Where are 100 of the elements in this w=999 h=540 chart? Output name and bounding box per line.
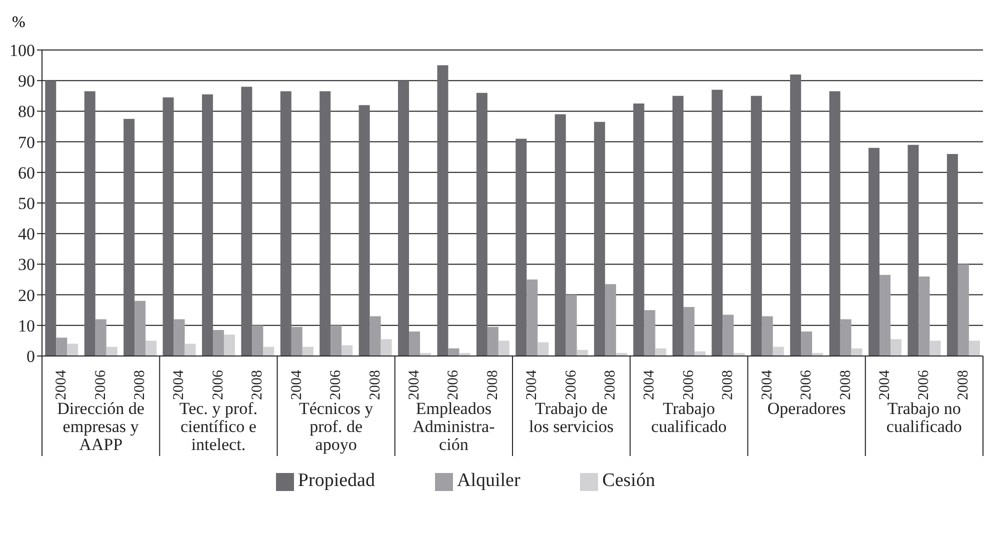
y-tick-label: 40: [18, 224, 35, 244]
text: Empleados Administra- ción: [412, 399, 496, 454]
y-tick-label: 70: [18, 132, 35, 152]
bar: [263, 346, 274, 356]
legend-label: Propiedad: [298, 470, 375, 491]
bar: [790, 74, 802, 356]
bar: [291, 326, 302, 356]
x-tick-label: 2006: [328, 370, 344, 400]
bar: [437, 65, 448, 356]
bar: [174, 319, 185, 356]
x-tick-label: 2006: [563, 370, 580, 400]
bar: [202, 94, 213, 356]
x-tick-label: 2008: [132, 370, 148, 400]
legend-label: Cesión: [602, 470, 656, 491]
bar: [538, 342, 549, 356]
bar: [280, 91, 292, 356]
bar: [56, 338, 68, 356]
bar: [672, 96, 684, 356]
x-tick-label: 2004: [524, 370, 540, 400]
bar: [398, 80, 410, 356]
x-tick-label: 2006: [680, 370, 697, 400]
bar: [358, 105, 370, 356]
text: Dirección de empresas y AAPP: [57, 399, 144, 454]
bar: [476, 92, 488, 356]
y-tick-label: 0: [26, 347, 35, 366]
x-tick-label: 2004: [54, 370, 70, 400]
y-tick-label: 20: [18, 286, 35, 305]
bar: [320, 91, 331, 356]
bar: [448, 348, 460, 356]
bar: [801, 332, 812, 356]
bar: [576, 350, 588, 356]
y-tick-label: 10: [18, 316, 35, 336]
x-tick-label: 2008: [838, 370, 854, 400]
text: Operadores: [767, 399, 846, 418]
text: Trabajo no cualificado: [886, 399, 962, 436]
x-tick-label: 2006: [210, 370, 226, 400]
bar: [45, 80, 56, 356]
bar: [722, 314, 734, 356]
y-axis-title: %: [12, 14, 26, 32]
bar: [554, 114, 566, 356]
bar: [750, 96, 762, 356]
bar: [566, 294, 577, 356]
y-tick-label: 60: [18, 163, 35, 182]
text: Técnicos y prof. de apoyo: [299, 399, 374, 454]
bar: [146, 340, 157, 356]
bar: [252, 325, 264, 356]
bar: [342, 345, 353, 356]
bar: [487, 326, 498, 356]
bar: [380, 339, 392, 356]
bar: [134, 300, 146, 356]
x-tick-label: 2004: [288, 370, 305, 400]
x-tick-label: 2004: [759, 370, 776, 400]
bar: [683, 307, 694, 356]
bar: [930, 340, 941, 356]
bar: [712, 90, 723, 356]
bar: [95, 319, 106, 356]
y-tick-label: 100: [10, 41, 35, 60]
bar: [633, 104, 644, 356]
bar: [908, 144, 919, 356]
bar: [868, 148, 880, 356]
bar: [772, 346, 784, 356]
x-tick-label: 2004: [171, 370, 188, 400]
bar: [968, 340, 980, 356]
bar: [840, 319, 852, 356]
bar: [605, 284, 616, 356]
bar: [212, 330, 224, 356]
bar: [224, 334, 235, 356]
legend-label: Alquiler: [456, 470, 520, 491]
x-tick-label: 2004: [876, 370, 893, 400]
x-tick-label: 2008: [955, 370, 972, 400]
bar: [655, 348, 666, 356]
x-tick-label: 2008: [602, 370, 619, 400]
bar: [241, 86, 252, 356]
bar: [184, 344, 196, 356]
x-tick-label: 2004: [642, 370, 658, 400]
bar: [84, 91, 96, 356]
bar: [302, 346, 314, 356]
y-tick-label: 50: [18, 194, 35, 214]
bar: [958, 264, 969, 356]
bar: [67, 344, 78, 356]
bar: [918, 276, 930, 356]
x-tick-label: 2008: [250, 370, 266, 400]
bar: [124, 118, 135, 356]
x-tick-label: 2006: [916, 370, 932, 400]
x-tick-label: 2008: [484, 370, 501, 400]
x-tick-label: 2008: [367, 370, 384, 400]
y-tick-label: 80: [18, 102, 35, 122]
text: Tec. y prof. científico e intelect.: [179, 399, 258, 454]
text: Trabajo de los servicios: [529, 399, 614, 436]
x-tick-label: 2006: [92, 370, 109, 400]
bar: [594, 122, 606, 356]
x-tick-label: 2006: [798, 370, 815, 400]
bar: [890, 339, 902, 356]
bar: [330, 325, 342, 356]
bar: [370, 316, 381, 356]
bar: [851, 348, 862, 356]
bar: [644, 310, 656, 356]
bar: [880, 274, 891, 356]
y-tick-label: 30: [18, 255, 35, 274]
bar: [946, 154, 958, 356]
